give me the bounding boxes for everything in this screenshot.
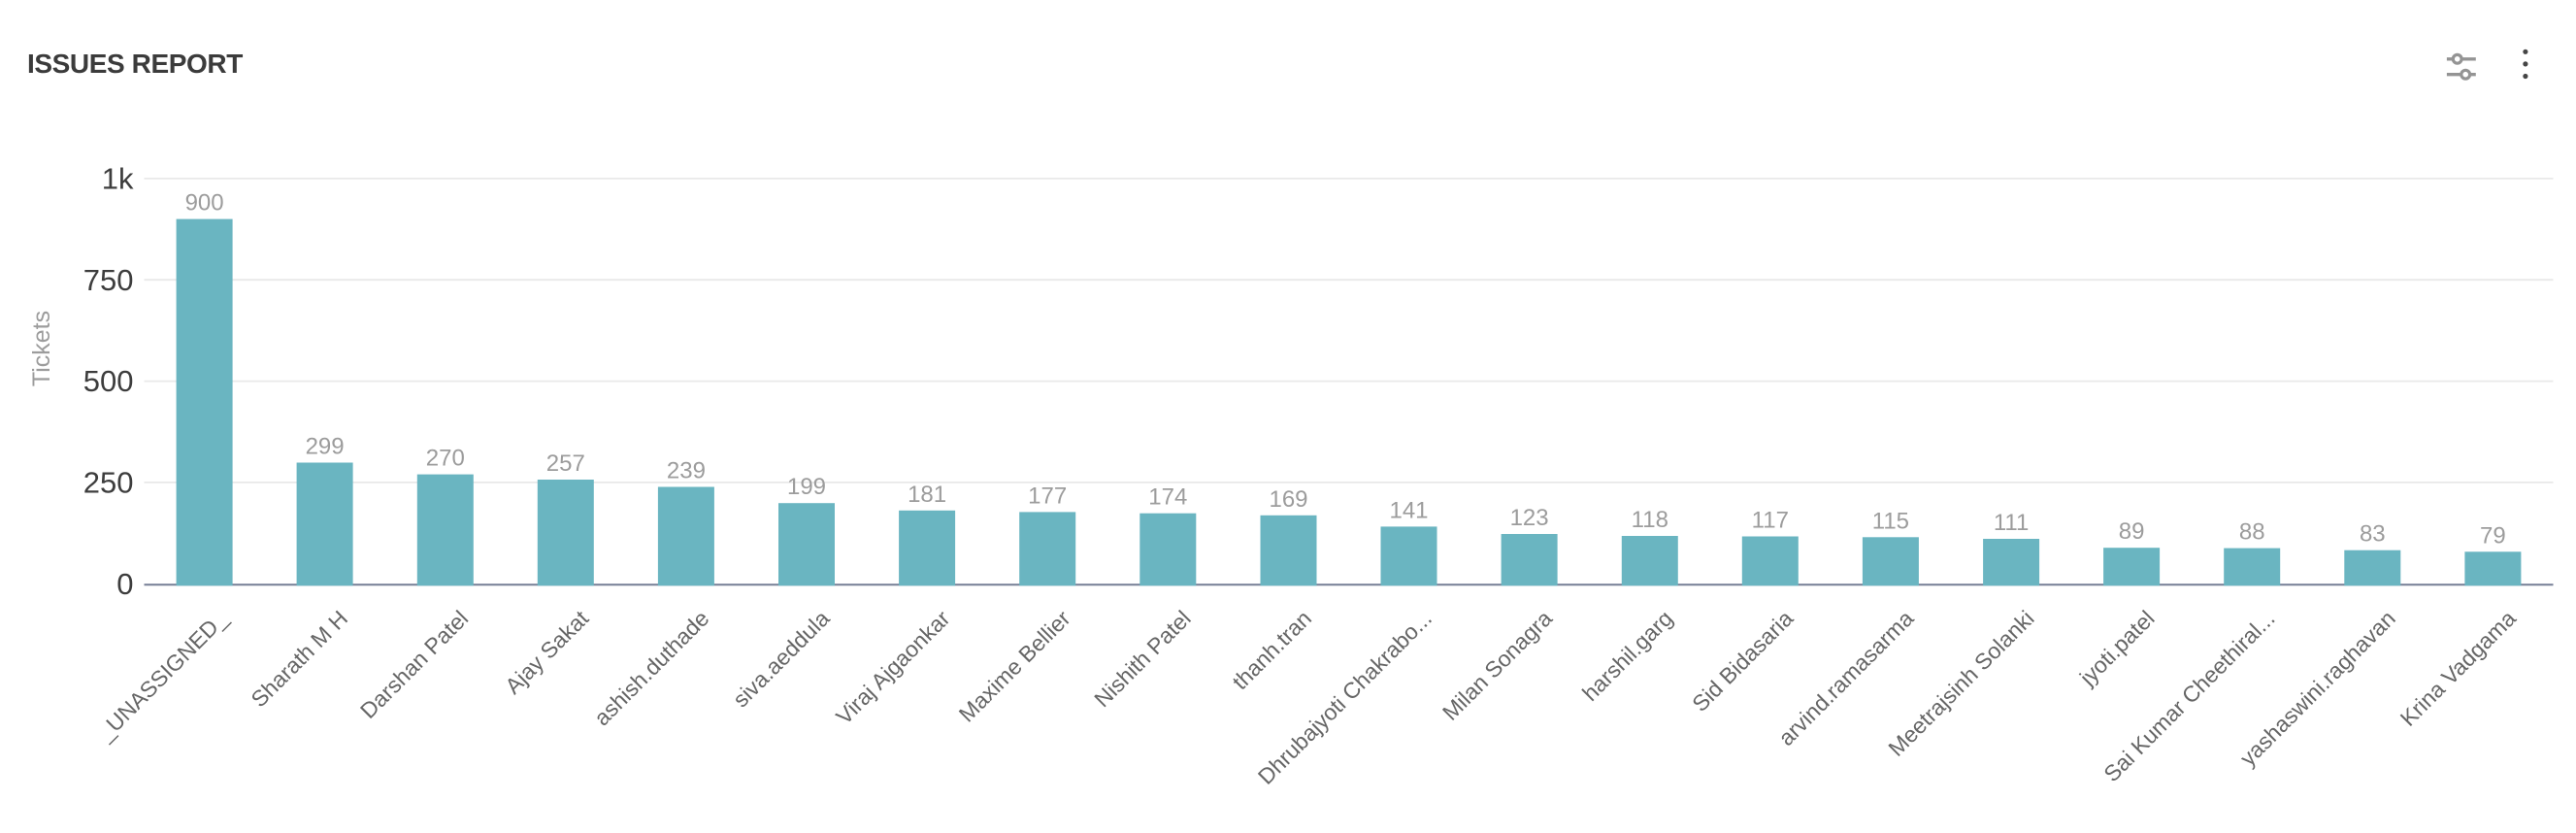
svg-text:177: 177 [1028, 483, 1067, 509]
svg-text:250: 250 [83, 465, 134, 499]
svg-text:ashish.duthade: ashish.duthade [589, 606, 714, 731]
svg-text:Nishith Patel: Nishith Patel [1089, 606, 1196, 713]
svg-text:siva.aeddula: siva.aeddula [728, 606, 835, 713]
svg-text:111: 111 [1994, 510, 2029, 536]
svg-text:83: 83 [2360, 521, 2386, 548]
svg-text:118: 118 [1632, 507, 1668, 533]
svg-text:jyoti.patel: jyoti.patel [2074, 606, 2160, 691]
svg-text:123: 123 [1510, 505, 1549, 531]
svg-text:181: 181 [908, 482, 946, 508]
svg-text:Tickets: Tickets [28, 311, 55, 386]
svg-text:257: 257 [546, 450, 585, 477]
svg-text:Sid Bidasaria: Sid Bidasaria [1687, 606, 1798, 716]
svg-text:Krina Vadgama: Krina Vadgama [2395, 606, 2521, 731]
svg-text:Sharath M H: Sharath M H [246, 606, 352, 713]
svg-text:199: 199 [787, 474, 826, 500]
svg-text:89: 89 [2119, 518, 2145, 545]
svg-text:_UNASSIGNED_: _UNASSIGNED_ [91, 605, 233, 747]
svg-text:270: 270 [426, 446, 465, 472]
svg-text:174: 174 [1148, 484, 1187, 511]
svg-text:141: 141 [1389, 497, 1428, 523]
svg-text:Viraj Ajgaonkar: Viraj Ajgaonkar [831, 605, 955, 729]
svg-text:900: 900 [185, 190, 224, 217]
svg-text:1k: 1k [102, 161, 134, 195]
svg-text:115: 115 [1872, 508, 1909, 534]
svg-text:thanh.tran: thanh.tran [1227, 606, 1316, 695]
svg-text:169: 169 [1269, 486, 1307, 513]
svg-text:500: 500 [83, 364, 134, 398]
svg-text:Ajay Sakat: Ajay Sakat [500, 605, 594, 699]
svg-text:0: 0 [116, 567, 133, 601]
svg-text:299: 299 [306, 434, 345, 460]
svg-text:750: 750 [83, 263, 134, 297]
svg-text:harshil.garg: harshil.garg [1577, 606, 1677, 706]
svg-text:79: 79 [2480, 522, 2506, 549]
svg-text:Darshan Patel: Darshan Patel [355, 606, 473, 723]
svg-text:117: 117 [1752, 508, 1789, 534]
svg-text:88: 88 [2239, 519, 2265, 546]
svg-text:239: 239 [667, 458, 706, 484]
svg-text:Maxime Bellier: Maxime Bellier [954, 605, 1075, 726]
svg-text:Milan Sonagra: Milan Sonagra [1437, 606, 1557, 725]
